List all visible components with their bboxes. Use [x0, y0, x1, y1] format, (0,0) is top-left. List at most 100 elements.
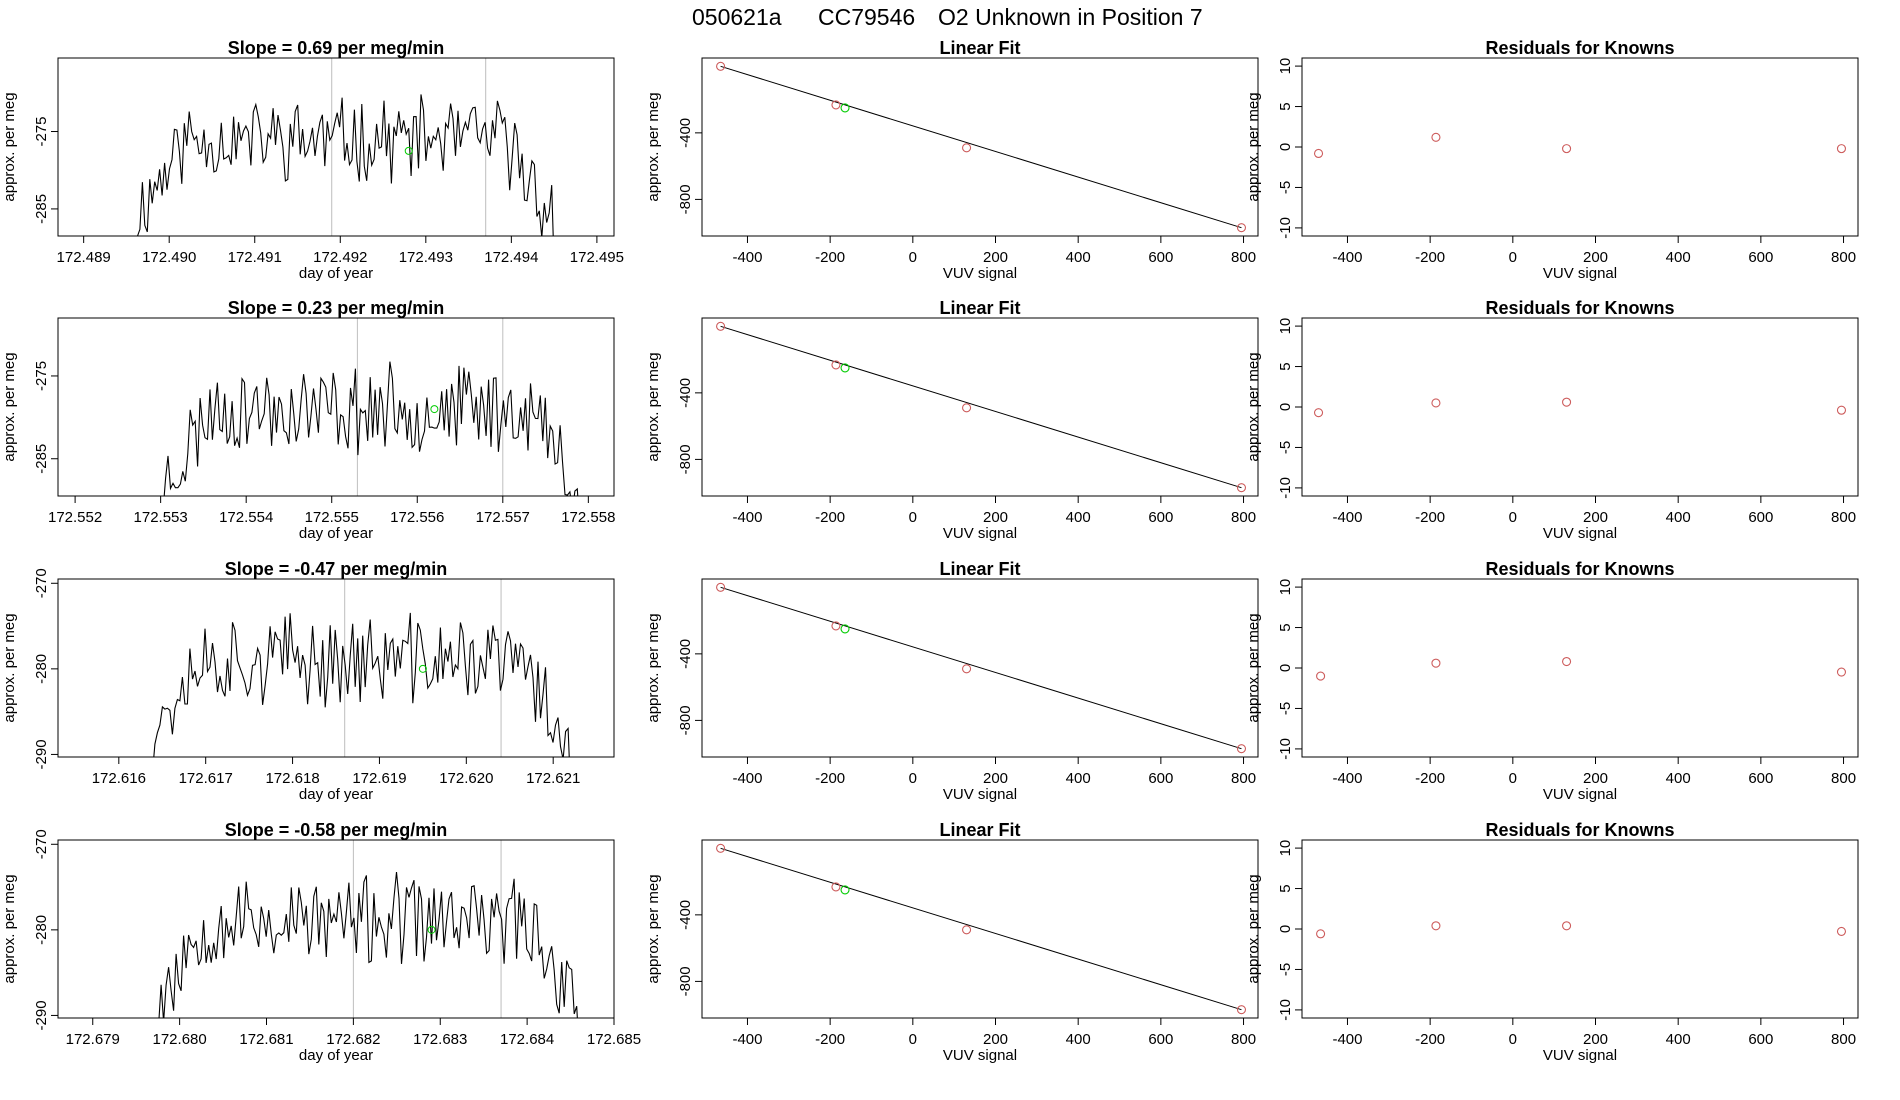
known-point	[1562, 397, 1572, 407]
plot-frame	[701, 578, 1259, 758]
x-tick-label: 400	[1666, 249, 1691, 266]
x-tick-label: -400	[732, 1031, 762, 1048]
x-tick-label: 600	[1748, 249, 1773, 266]
x-tick-label: 172.618	[265, 770, 319, 787]
x-tick-label: 800	[1231, 1031, 1256, 1048]
unknown-point	[840, 885, 850, 895]
x-axis-label: VUV signal	[943, 786, 1017, 803]
y-tick-label: -285	[33, 194, 50, 224]
fit-line	[720, 65, 1242, 229]
x-tick-label: 600	[1148, 770, 1173, 787]
known-point	[1236, 1005, 1247, 1015]
x-tick-label: 600	[1148, 249, 1173, 266]
x-tick-label: 0	[1509, 770, 1517, 787]
y-tick-label: -275	[33, 361, 50, 391]
x-tick-label: -200	[815, 1031, 845, 1048]
plot-area	[153, 579, 570, 757]
x-tick-label: 600	[1148, 1031, 1173, 1048]
panel-title: Slope = 0.23 per meg/min	[228, 298, 445, 318]
known-point	[1836, 926, 1847, 936]
figure-title-tank: CC79546	[818, 4, 915, 30]
x-tick-label: -200	[1415, 770, 1445, 787]
plot-area	[716, 321, 1247, 493]
plot-frame	[57, 578, 615, 758]
y-tick-label: 10	[1277, 840, 1294, 857]
plot-frame	[1301, 57, 1859, 237]
y-tick-label: -10	[1277, 477, 1294, 499]
plot-area	[716, 582, 1247, 754]
known-point	[1431, 132, 1441, 142]
series-line	[153, 612, 570, 757]
x-tick-label: -400	[1332, 509, 1362, 526]
figure-title: 050621a CC79546 O2 Unknown in Position 7	[692, 4, 1203, 30]
known-point	[1313, 408, 1324, 418]
panel-title: Linear Fit	[939, 38, 1020, 58]
panel-11: Linear Fit -400 -200 0 200 400 600 800 VUV signa…	[645, 820, 1259, 1064]
x-axis-label: VUV signal	[943, 525, 1017, 542]
x-tick-label: 0	[909, 770, 917, 787]
known-point	[1316, 671, 1326, 681]
plot-area	[716, 843, 1247, 1015]
y-tick-label: -270	[33, 568, 50, 598]
x-tick-label: 200	[1583, 770, 1608, 787]
x-tick-label: 172.616	[92, 770, 146, 787]
y-tick-label: 0	[1277, 403, 1294, 411]
x-tick-label: 172.681	[239, 1031, 293, 1048]
known-point	[1562, 656, 1572, 667]
unknown-marker-point	[418, 664, 427, 673]
x-tick-label: 172.553	[134, 509, 188, 526]
y-tick-label: -800	[677, 184, 694, 214]
panel-title: Residuals for Knowns	[1485, 38, 1674, 58]
known-point	[1316, 929, 1326, 939]
x-tick-label: 172.684	[500, 1031, 554, 1048]
x-axis-label: VUV signal	[1543, 525, 1617, 542]
fit-line	[720, 847, 1242, 1011]
y-axis-label: approx. per meg	[1, 92, 18, 201]
panel-4: Slope = 0.23 per meg/min 172.552 172.553 17…	[1, 298, 615, 542]
x-tick-label: 400	[1666, 1031, 1691, 1048]
plot-frame	[57, 57, 615, 237]
known-point	[831, 360, 841, 370]
y-tick-label: -800	[677, 705, 694, 735]
series-line	[163, 361, 579, 496]
plot-frame	[1301, 839, 1859, 1019]
x-tick-label: -200	[815, 509, 845, 526]
y-tick-label: 10	[1277, 579, 1294, 596]
unknown-marker-point	[404, 146, 413, 155]
plot-frame	[701, 57, 1259, 237]
known-point	[962, 664, 972, 674]
x-tick-label: -200	[1415, 1031, 1445, 1048]
x-tick-label: 172.554	[219, 509, 273, 526]
known-point	[1236, 744, 1247, 754]
plot-frame	[1301, 317, 1859, 497]
y-axis-label: approx. per meg	[1245, 92, 1262, 201]
known-point	[1431, 398, 1441, 408]
panel-grid: Slope = 0.69 per meg/min 172.489 172.490 17…	[1, 38, 1859, 1064]
y-axis-label: approx. per meg	[645, 352, 662, 461]
x-tick-label: 0	[1509, 249, 1517, 266]
x-tick-label: -400	[1332, 249, 1362, 266]
known-point	[962, 143, 972, 153]
known-point	[716, 582, 726, 592]
plot-area	[1316, 656, 1847, 681]
x-tick-label: 800	[1231, 509, 1256, 526]
x-tick-label: 400	[1066, 770, 1091, 787]
y-tick-label: -5	[1277, 702, 1294, 715]
y-tick-label: -290	[33, 739, 50, 769]
panel-1: Slope = 0.69 per meg/min 172.489 172.490 17…	[1, 38, 624, 282]
panel-title: Slope = -0.58 per meg/min	[225, 820, 448, 840]
panel-8: Linear Fit -400 -200 0 200 400 600 800 VUV signa…	[645, 559, 1259, 803]
plot-area	[1313, 132, 1847, 159]
x-axis-label: VUV signal	[1543, 265, 1617, 282]
x-tick-label: -400	[732, 770, 762, 787]
x-tick-label: 172.490	[142, 249, 196, 266]
x-tick-label: -400	[732, 249, 762, 266]
x-tick-label: 0	[1509, 1031, 1517, 1048]
panel-12: Residuals for Knowns -400 -200 0 200 400 600 80…	[1245, 820, 1859, 1064]
plot-frame	[57, 839, 615, 1019]
y-tick-label: -290	[33, 1000, 50, 1030]
y-tick-label: -280	[33, 654, 50, 684]
x-tick-label: 172.558	[561, 509, 615, 526]
x-tick-label: 200	[983, 249, 1008, 266]
y-tick-label: 10	[1277, 58, 1294, 75]
